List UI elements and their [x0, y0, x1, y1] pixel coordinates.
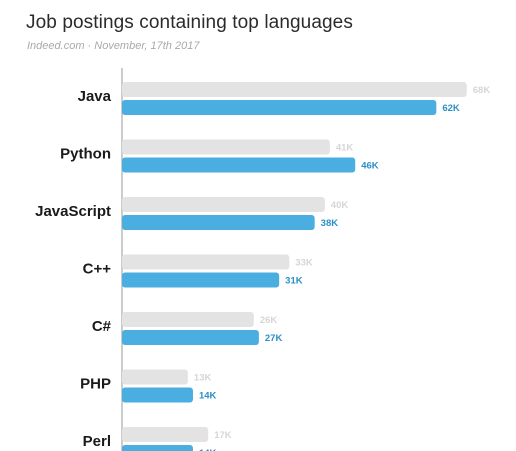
bar-series-2 [122, 215, 315, 230]
data-label: 31K [285, 276, 303, 287]
category-label: C# [92, 318, 112, 335]
data-label: 62K [442, 103, 460, 114]
data-label: 27K [265, 333, 283, 344]
bar-series-2 [122, 100, 437, 115]
bar-series-1 [122, 427, 209, 442]
data-label: 68K [473, 85, 491, 96]
data-label: 14K [199, 391, 217, 402]
bar-series-1 [122, 139, 330, 155]
data-label: 13K [194, 373, 212, 384]
bar-series-2 [122, 445, 193, 451]
data-label: 14K [199, 448, 217, 451]
category-label: Perl [83, 433, 111, 450]
bar-series-1 [122, 82, 467, 97]
data-label: 41K [336, 143, 354, 154]
bar-series-1 [122, 312, 254, 327]
bar-series-1 [122, 254, 290, 270]
bar-series-1 [122, 197, 325, 212]
data-label: 26K [260, 315, 278, 326]
category-label: Python [60, 146, 111, 163]
bar-series-2 [122, 157, 356, 173]
bar-series-1 [122, 369, 188, 385]
chart-subtitle: Indeed.com · November, 17th 2017 [27, 40, 200, 52]
category-label: Java [78, 88, 112, 105]
data-label: 17K [214, 430, 232, 441]
bar-series-2 [122, 272, 280, 288]
data-label: 38K [321, 218, 339, 229]
category-label: PHP [80, 376, 111, 393]
bar-series-2 [122, 387, 193, 403]
data-label: 33K [295, 258, 313, 269]
category-label: C++ [83, 261, 112, 278]
bar-series-2 [122, 330, 259, 345]
category-label: JavaScript [35, 203, 111, 220]
data-label: 46K [361, 161, 379, 172]
chart-title: Job postings containing top languages [26, 12, 353, 33]
data-label: 40K [331, 200, 349, 211]
